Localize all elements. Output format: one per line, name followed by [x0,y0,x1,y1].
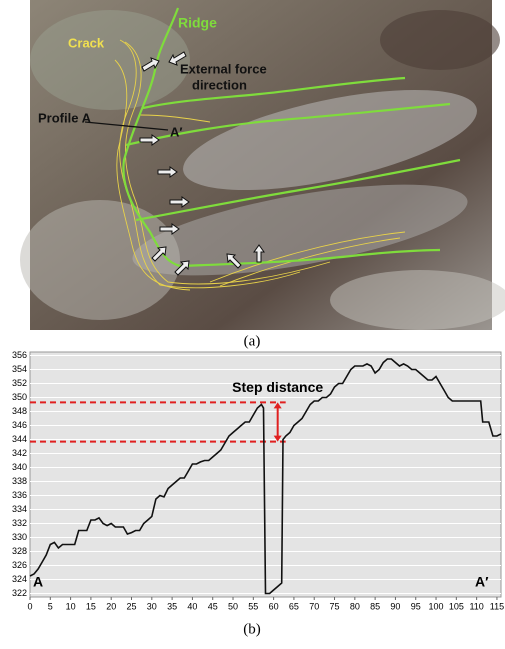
x-tick-label: 40 [187,601,197,611]
x-tick-label: 105 [449,601,464,611]
y-tick-label: 334 [12,504,27,514]
start-label: A [33,574,43,590]
y-tick-label: 338 [12,476,27,486]
x-tick-label: 10 [66,601,76,611]
y-tick-label: 326 [12,560,27,570]
x-tick-label: 90 [390,601,400,611]
x-tick-label: 0 [27,601,32,611]
x-tick-label: 115 [490,601,504,611]
x-tick-label: 30 [147,601,157,611]
figure: Crack Ridge External force direction Pro… [0,0,505,649]
y-tick-label: 356 [12,350,27,360]
x-tick-label: 35 [167,601,177,611]
ridge-label: Ridge [178,15,217,31]
y-tick-label: 336 [12,490,27,500]
y-tick-label: 324 [12,574,27,584]
x-tick-label: 50 [228,601,238,611]
x-tick-label: 55 [248,601,258,611]
x-tick-label: 95 [411,601,421,611]
step-label: Step distance [232,379,323,395]
x-tick-label: 20 [106,601,116,611]
x-tick-label: 80 [350,601,360,611]
y-tick-label: 322 [12,588,27,598]
page: {"figure_a": {"labels": {"crack": "Crack… [0,0,505,649]
x-tick-label: 45 [208,601,218,611]
y-tick-label: 346 [12,420,27,430]
y-tick-label: 332 [12,518,27,528]
x-tick-label: 65 [289,601,299,611]
x-tick-label: 75 [330,601,340,611]
photo: Crack Ridge External force direction Pro… [20,0,505,330]
y-tick-label: 340 [12,462,27,472]
force-label: direction [192,77,247,92]
y-tick-label: 330 [12,532,27,542]
y-tick-label: 352 [12,378,27,388]
x-tick-label: 25 [127,601,137,611]
end-label: A′ [475,574,489,590]
y-tick-label: 342 [12,448,27,458]
caption: (a) [244,333,261,349]
x-tick-label: 110 [469,601,483,611]
profile-label: Profile A [38,110,92,125]
y-tick-label: 354 [12,364,27,374]
x-tick-label: 15 [86,601,96,611]
crack-label: Crack [68,35,105,50]
profile-end-label: A′ [170,124,183,139]
x-tick-label: 70 [309,601,319,611]
y-tick-label: 328 [12,546,27,556]
x-tick-label: 100 [429,601,444,611]
force-label: External force [180,61,267,76]
x-tick-label: 85 [370,601,380,611]
x-tick-label: 5 [48,601,53,611]
y-tick-label: 348 [12,406,27,416]
x-tick-label: 60 [269,601,279,611]
y-tick-label: 350 [12,392,27,402]
caption: (b) [243,621,261,637]
y-tick-label: 344 [12,434,27,444]
